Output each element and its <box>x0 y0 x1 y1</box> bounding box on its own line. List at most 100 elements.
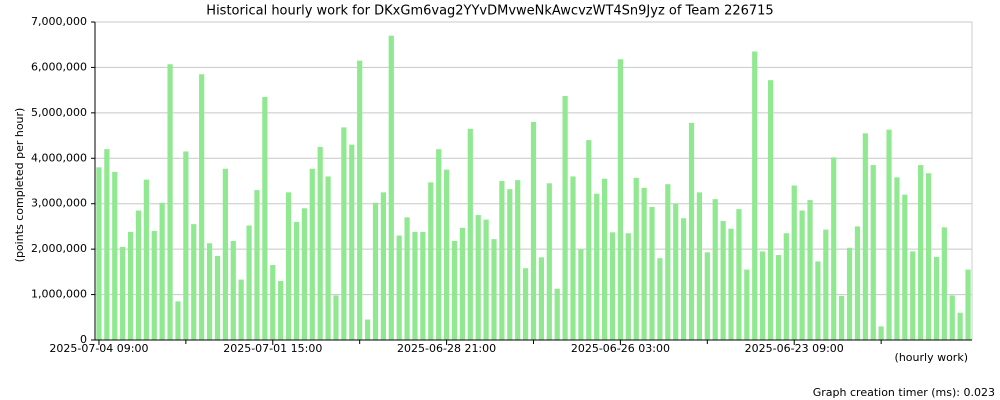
bar <box>396 235 402 340</box>
bar <box>309 168 315 340</box>
bar <box>831 157 837 340</box>
bar <box>823 229 829 340</box>
bar <box>617 59 624 340</box>
bar <box>522 268 529 340</box>
y-axis-label: (points completed per hour) <box>13 108 26 263</box>
x-tick-label: 2025-07-04 09:00 <box>49 342 148 355</box>
bar <box>657 258 663 340</box>
bar <box>910 251 916 340</box>
bar <box>120 246 126 340</box>
bar <box>325 176 331 340</box>
bar <box>728 228 734 340</box>
bar <box>941 227 947 340</box>
x-tick-label: 2025-06-26 03:00 <box>571 342 670 355</box>
bar <box>357 60 363 340</box>
bar <box>609 232 616 340</box>
bar <box>839 295 845 340</box>
bar <box>270 265 276 340</box>
bar <box>625 233 631 340</box>
y-tick-label: 4,000,000 <box>31 151 87 164</box>
bar <box>933 256 940 340</box>
bar <box>475 215 481 340</box>
bar <box>752 51 758 341</box>
bar <box>317 146 323 340</box>
y-tick-label: 7,000,000 <box>31 15 87 28</box>
bar <box>428 182 434 340</box>
x-axis-label: (hourly work) <box>895 351 968 364</box>
bar <box>760 251 766 340</box>
bar <box>341 127 347 340</box>
y-tick-label: 1,000,000 <box>31 288 87 301</box>
bar <box>949 295 955 340</box>
bar <box>159 202 165 340</box>
x-tick-label: 2025-06-23 09:00 <box>745 342 844 355</box>
bar <box>515 180 521 340</box>
bar <box>854 226 861 340</box>
bar <box>151 230 157 340</box>
bar <box>878 326 884 340</box>
bar <box>143 179 149 340</box>
bar <box>199 74 205 340</box>
bar <box>112 171 118 340</box>
bar <box>467 128 473 340</box>
bar <box>372 202 379 340</box>
bar <box>412 231 418 340</box>
y-tick-label: 2,000,000 <box>31 242 87 255</box>
bar <box>262 96 268 340</box>
bar <box>807 200 813 340</box>
bar <box>965 269 971 340</box>
bar <box>767 80 774 341</box>
bar <box>206 243 213 340</box>
bar <box>459 227 465 340</box>
bar <box>104 149 110 340</box>
y-tick-label: 6,000,000 <box>31 60 87 73</box>
bar <box>688 122 695 340</box>
bar <box>507 189 513 340</box>
bar <box>127 231 134 340</box>
bar <box>712 199 718 340</box>
bar <box>925 173 932 340</box>
bar <box>815 261 821 340</box>
bar <box>285 192 292 340</box>
footer: Graph creation timer (ms): 0.023 <box>813 386 995 399</box>
bar <box>886 129 892 340</box>
bar <box>775 255 782 340</box>
bar <box>673 203 679 340</box>
bar <box>586 140 592 340</box>
bar <box>641 187 647 340</box>
bar <box>167 64 173 341</box>
bar <box>436 149 442 340</box>
bar <box>633 177 639 340</box>
bar <box>720 220 726 340</box>
bar <box>293 221 300 340</box>
bar <box>254 190 260 340</box>
bar <box>799 210 805 340</box>
bar <box>846 247 853 340</box>
bar <box>175 301 181 340</box>
y-tick-label: 0 <box>80 333 87 346</box>
bar <box>594 193 600 340</box>
bar <box>230 240 236 340</box>
bar <box>704 252 710 340</box>
bar <box>499 181 505 340</box>
bar <box>483 219 489 340</box>
bar <box>96 167 102 340</box>
bar <box>791 185 797 340</box>
bar <box>349 144 355 340</box>
chart-title: Historical hourly work for DKxGm6vag2YYv… <box>206 4 773 19</box>
bar <box>894 177 900 340</box>
bar <box>665 184 671 340</box>
x-tick-label: 2025-07-01 15:00 <box>223 342 322 355</box>
bar <box>578 249 584 340</box>
bar <box>562 96 568 340</box>
bar <box>538 257 545 340</box>
bar <box>183 151 189 340</box>
y-tick-label: 3,000,000 <box>31 197 87 210</box>
bar <box>602 178 608 340</box>
bar <box>491 239 497 340</box>
bar <box>222 168 228 340</box>
bar <box>783 233 789 340</box>
bar <box>364 319 371 340</box>
bar <box>957 312 963 340</box>
